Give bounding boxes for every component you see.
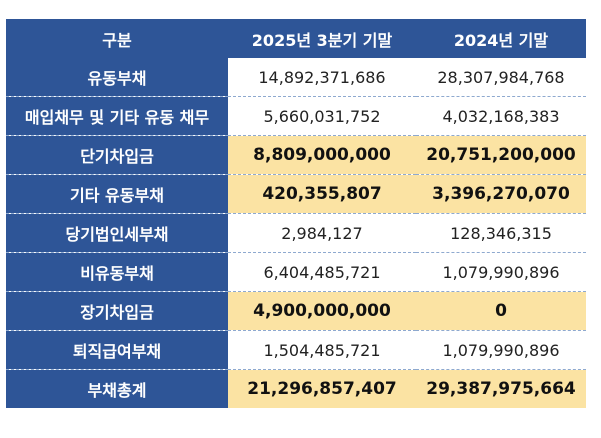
table-row: 당기법인세부채 2,984,127 128,346,315 [6, 213, 586, 253]
table-row: 부채총계 21,296,857,407 29,387,975,664 [6, 369, 586, 408]
liabilities-table: 구분 2025년 3분기 기말 2024년 기말 유동부채 14,892,371… [6, 19, 586, 408]
cell-2025-q3-end: 2,984,127 [228, 213, 416, 253]
cell-2024-end: 0 [416, 291, 586, 331]
header-2025-q3-end: 2025년 3분기 기말 [228, 19, 416, 58]
cell-2024-end: 1,079,990,896 [416, 330, 586, 370]
cell-2025-q3-end: 6,404,485,721 [228, 252, 416, 292]
table-row: 기타 유동부채 420,355,807 3,396,270,070 [6, 174, 586, 214]
cell-2024-end: 4,032,168,383 [416, 96, 586, 136]
table-row: 퇴직급여부채 1,504,485,721 1,079,990,896 [6, 330, 586, 370]
cell-2024-end: 28,307,984,768 [416, 58, 586, 97]
cell-2025-q3-end: 4,900,000,000 [228, 291, 416, 331]
row-label: 장기차입금 [6, 291, 228, 331]
row-label: 유동부채 [6, 58, 228, 97]
table-row: 비유동부채 6,404,485,721 1,079,990,896 [6, 252, 586, 292]
row-label: 퇴직급여부채 [6, 330, 228, 370]
row-label: 기타 유동부채 [6, 174, 228, 214]
cell-2025-q3-end: 21,296,857,407 [228, 369, 416, 408]
table-row: 장기차입금 4,900,000,000 0 [6, 291, 586, 331]
row-label: 당기법인세부채 [6, 213, 228, 253]
row-label: 매입채무 및 기타 유동 채무 [6, 96, 228, 136]
cell-2024-end: 3,396,270,070 [416, 174, 586, 214]
cell-2025-q3-end: 420,355,807 [228, 174, 416, 214]
table-row: 유동부채 14,892,371,686 28,307,984,768 [6, 58, 586, 97]
cell-2024-end: 128,346,315 [416, 213, 586, 253]
cell-2024-end: 20,751,200,000 [416, 135, 586, 175]
row-label: 부채총계 [6, 369, 228, 408]
row-label: 비유동부채 [6, 252, 228, 292]
cell-2025-q3-end: 5,660,031,752 [228, 96, 416, 136]
cell-2025-q3-end: 8,809,000,000 [228, 135, 416, 175]
cell-2025-q3-end: 1,504,485,721 [228, 330, 416, 370]
row-label: 단기차입금 [6, 135, 228, 175]
cell-2024-end: 1,079,990,896 [416, 252, 586, 292]
table-header-row: 구분 2025년 3분기 기말 2024년 기말 [6, 19, 586, 58]
table-row: 단기차입금 8,809,000,000 20,751,200,000 [6, 135, 586, 175]
table-row: 매입채무 및 기타 유동 채무 5,660,031,752 4,032,168,… [6, 96, 586, 136]
header-2024-end: 2024년 기말 [416, 19, 586, 58]
cell-2024-end: 29,387,975,664 [416, 369, 586, 408]
cell-2025-q3-end: 14,892,371,686 [228, 58, 416, 97]
header-category: 구분 [6, 19, 228, 58]
